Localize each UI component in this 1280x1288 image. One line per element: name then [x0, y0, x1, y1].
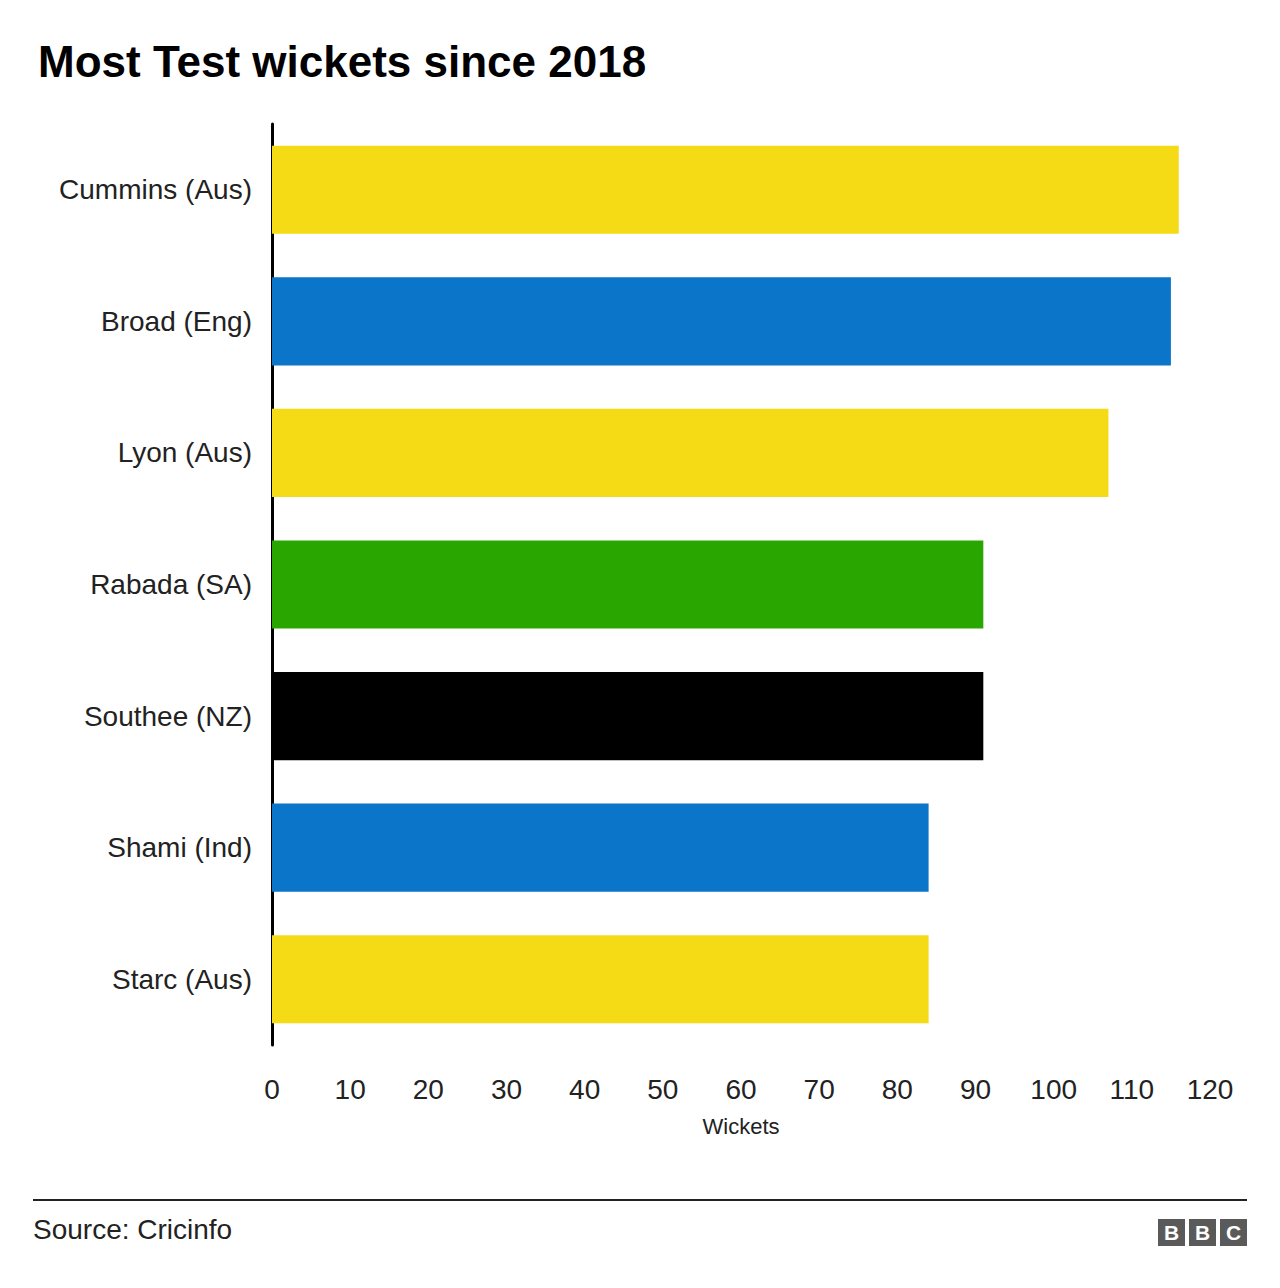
svg-text:Shami (Ind): Shami (Ind) — [107, 832, 252, 863]
svg-text:10: 10 — [335, 1074, 366, 1105]
svg-text:Southee (NZ): Southee (NZ) — [84, 701, 252, 732]
svg-text:Lyon (Aus): Lyon (Aus) — [118, 437, 252, 468]
svg-text:30: 30 — [491, 1074, 522, 1105]
svg-text:80: 80 — [882, 1074, 913, 1105]
svg-text:20: 20 — [413, 1074, 444, 1105]
svg-text:40: 40 — [569, 1074, 600, 1105]
svg-text:Broad (Eng): Broad (Eng) — [101, 306, 252, 337]
svg-text:100: 100 — [1030, 1074, 1077, 1105]
html-text:B: B — [1163, 1221, 1180, 1244]
svg-text:110: 110 — [1110, 1074, 1155, 1105]
svg-text:Rabada (SA): Rabada (SA) — [90, 569, 252, 600]
svg-text:90: 90 — [960, 1074, 991, 1105]
svg-text:50: 50 — [647, 1074, 678, 1105]
html-text:B: B — [1194, 1221, 1211, 1244]
svg-text:60: 60 — [725, 1074, 756, 1105]
svg-text:Most Test wickets since 2018: Most Test wickets since 2018 — [38, 37, 646, 86]
html-text:Source: Cricinfo: Source: Cricinfo — [33, 1214, 233, 1245]
html-text:C: C — [1225, 1221, 1242, 1244]
svg-text:Cummins (Aus): Cummins (Aus) — [59, 174, 252, 205]
svg-text:70: 70 — [804, 1074, 835, 1105]
svg-text:Starc (Aus): Starc (Aus) — [112, 964, 252, 995]
svg-text:Wickets: Wickets — [703, 1114, 780, 1139]
svg-text:120: 120 — [1187, 1074, 1234, 1105]
svg-text:0: 0 — [264, 1074, 280, 1105]
